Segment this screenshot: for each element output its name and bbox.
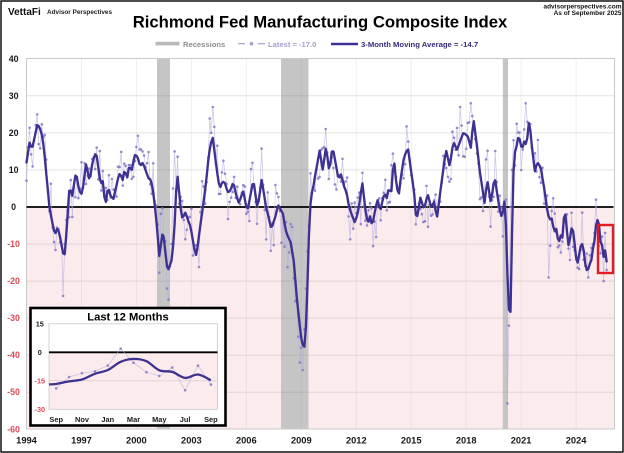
svg-text:0: 0 (38, 348, 42, 357)
svg-text:Latest = -17.0: Latest = -17.0 (268, 40, 316, 49)
svg-text:40: 40 (9, 54, 19, 64)
svg-text:Sep: Sep (204, 415, 218, 424)
svg-text:Advisor Perspectives: Advisor Perspectives (47, 9, 112, 16)
svg-text:Last 12 Months: Last 12 Months (87, 312, 168, 324)
svg-text:2021: 2021 (511, 435, 532, 445)
svg-text:2024: 2024 (566, 435, 588, 445)
svg-text:Richmond Fed Manufacturing Com: Richmond Fed Manufacturing Composite Ind… (133, 12, 508, 31)
svg-text:15: 15 (36, 319, 44, 328)
svg-text:-40: -40 (7, 350, 20, 360)
svg-text:advisorperspectives.com: advisorperspectives.com (543, 3, 621, 10)
svg-text:2000: 2000 (126, 435, 147, 445)
svg-text:Jan: Jan (101, 415, 114, 424)
svg-text:0: 0 (11, 202, 16, 212)
svg-text:May: May (152, 415, 167, 424)
svg-text:VettaFi: VettaFi (8, 7, 41, 18)
svg-text:3-Month Moving Average = -14.7: 3-Month Moving Average = -14.7 (361, 40, 478, 49)
svg-text:-10: -10 (7, 239, 20, 249)
svg-text:Nov: Nov (75, 415, 90, 424)
svg-text:20: 20 (9, 128, 19, 138)
svg-text:-50: -50 (7, 387, 20, 397)
svg-text:Mar: Mar (127, 415, 140, 424)
svg-text:1997: 1997 (71, 435, 92, 445)
svg-text:30: 30 (9, 91, 19, 101)
svg-text:2018: 2018 (456, 435, 477, 445)
svg-text:Sep: Sep (49, 415, 63, 424)
svg-text:10: 10 (9, 165, 19, 175)
svg-text:Recessions: Recessions (183, 40, 225, 49)
svg-text:-30: -30 (7, 313, 20, 323)
svg-text:-30: -30 (35, 405, 46, 414)
svg-text:2009: 2009 (291, 435, 312, 445)
svg-text:2003: 2003 (181, 435, 202, 445)
svg-text:-20: -20 (7, 276, 20, 286)
svg-text:2012: 2012 (346, 435, 367, 445)
svg-text:As of September 2025: As of September 2025 (554, 10, 622, 17)
svg-text:-60: -60 (7, 424, 20, 434)
svg-text:1994: 1994 (16, 435, 38, 445)
svg-text:2015: 2015 (401, 435, 422, 445)
svg-text:2006: 2006 (236, 435, 257, 445)
svg-text:Jul: Jul (180, 415, 191, 424)
svg-text:-15: -15 (35, 376, 46, 385)
